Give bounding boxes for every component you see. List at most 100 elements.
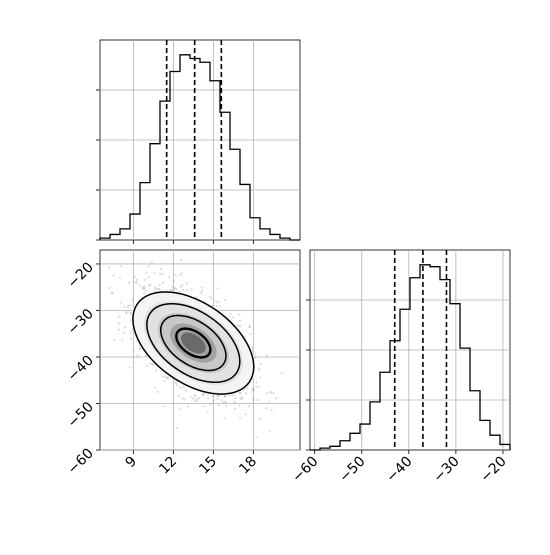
sample-point	[185, 389, 188, 392]
sample-point	[228, 394, 231, 397]
joint-x-tick-label: 18	[236, 454, 260, 478]
histogram-y-bin	[480, 420, 490, 450]
sample-point	[161, 281, 165, 284]
sample-point	[233, 407, 237, 410]
histogram-x-panel	[96, 39, 301, 244]
histogram-y-bin	[500, 444, 510, 450]
sample-point	[159, 273, 162, 276]
histogram-y-bin	[470, 391, 480, 450]
sample-point	[225, 404, 228, 407]
sample-point	[143, 291, 146, 295]
sample-point	[130, 330, 133, 334]
sample-point	[191, 397, 195, 400]
sample-point	[268, 400, 271, 403]
sample-point	[223, 417, 226, 420]
sample-point	[166, 376, 170, 379]
sample-point	[202, 392, 205, 395]
sample-point	[139, 284, 142, 287]
sample-point	[113, 339, 116, 342]
sample-point	[251, 387, 254, 390]
joint-y-tick-label: −50	[65, 399, 97, 431]
joint-y-tick-label: −40	[65, 352, 97, 384]
sample-point	[147, 275, 150, 279]
sample-point	[252, 388, 256, 392]
sample-point	[280, 371, 283, 375]
sample-point	[112, 274, 115, 277]
histogram-y-bin	[380, 372, 390, 450]
sample-point	[211, 304, 215, 307]
sample-point	[214, 300, 218, 303]
sample-point	[197, 396, 200, 400]
joint-y-tick-label: −60	[65, 446, 97, 478]
sample-point	[172, 289, 176, 292]
sample-point	[180, 272, 184, 275]
sample-point	[129, 312, 132, 315]
sample-point	[158, 288, 161, 291]
sample-point	[149, 284, 152, 287]
sample-point	[233, 402, 236, 405]
sample-point	[177, 394, 180, 398]
sample-point	[196, 399, 199, 403]
sample-point	[131, 298, 134, 301]
sample-point	[145, 364, 148, 367]
sample-point	[133, 275, 136, 278]
sample-point	[251, 346, 254, 349]
sample-point	[219, 399, 223, 402]
joint-x-tick-label: 12	[156, 454, 180, 478]
sample-point	[108, 286, 111, 289]
sample-point	[200, 286, 203, 289]
sample-point	[259, 376, 262, 379]
sample-point	[171, 285, 174, 288]
histogram-y-x-tick-label: −30	[431, 454, 463, 486]
histogram-y-panel: −60 −50 −40 −30 −20	[289, 249, 511, 486]
sample-point	[153, 286, 157, 289]
sample-point	[212, 399, 215, 403]
sample-point	[194, 395, 197, 398]
sample-point	[128, 281, 131, 285]
histogram-y-bin	[360, 424, 370, 450]
sample-point	[217, 404, 220, 407]
sample-point	[145, 271, 148, 274]
sample-point	[150, 261, 153, 264]
sample-point	[269, 390, 273, 394]
sample-point	[182, 386, 185, 389]
sample-point	[117, 328, 121, 331]
sample-point	[179, 386, 182, 389]
sample-point	[216, 397, 219, 400]
sample-point	[143, 285, 146, 288]
sample-point	[254, 356, 257, 359]
sample-point	[201, 289, 204, 292]
sample-point	[190, 288, 193, 291]
histogram-y-x-tick-label: −50	[336, 454, 368, 486]
sample-point	[139, 347, 142, 350]
sample-point	[231, 316, 234, 319]
sample-point	[154, 287, 158, 290]
histogram-x-bin	[120, 229, 130, 240]
sample-point	[223, 395, 226, 398]
sample-point	[118, 322, 121, 325]
contour-line	[175, 327, 212, 359]
histogram-y-bin	[340, 441, 350, 450]
histogram-y-x-tick-label: −60	[289, 454, 321, 486]
sample-point	[195, 398, 199, 401]
sample-point	[126, 306, 129, 309]
histogram-y-bin	[430, 267, 440, 450]
histogram-y-bin	[420, 265, 430, 450]
sample-point	[258, 369, 261, 372]
sample-point	[193, 393, 196, 396]
sample-point	[183, 398, 186, 401]
sample-point	[125, 310, 128, 314]
sample-point	[186, 405, 190, 408]
sample-point	[223, 395, 227, 398]
sample-point	[270, 408, 273, 412]
sample-point	[216, 394, 219, 398]
sample-point	[252, 397, 255, 400]
sample-point	[123, 305, 126, 308]
contour-line	[132, 291, 255, 395]
sample-point	[206, 397, 210, 400]
sample-point	[180, 284, 184, 287]
sample-point	[216, 287, 219, 290]
sample-point	[255, 381, 258, 384]
sample-point	[209, 403, 212, 406]
